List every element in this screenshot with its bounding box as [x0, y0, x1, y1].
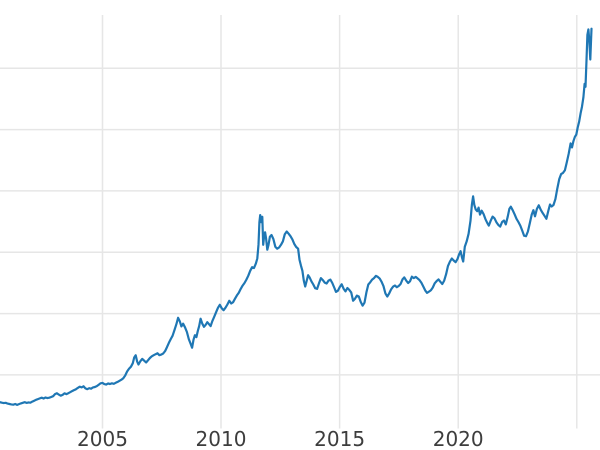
x-axis-tick-label: 2010: [196, 427, 247, 450]
x-axis-tick-label: 2020: [433, 427, 484, 450]
x-axis-tick-label: 2005: [77, 427, 128, 450]
x-axis-tick-label: 2015: [314, 427, 365, 450]
price-line: [0, 27, 593, 406]
